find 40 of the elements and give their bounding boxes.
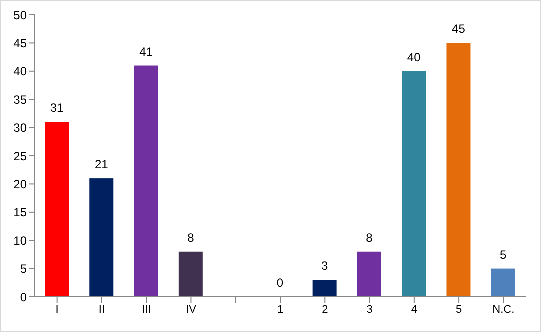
data-label: 45 [452, 22, 466, 36]
bar [402, 71, 426, 297]
x-tick-label: 2 [322, 304, 328, 316]
bar [90, 178, 114, 297]
y-tick-label: 15 [14, 206, 28, 220]
data-label: 8 [188, 230, 195, 245]
y-tick-label: 0 [20, 290, 28, 304]
y-tick-label: 50 [14, 8, 28, 22]
y-tick-label: 20 [14, 177, 28, 192]
bar [446, 43, 471, 297]
x-tick-label: 3 [366, 304, 373, 316]
x-tick-label: 4 [411, 304, 418, 316]
bar [491, 268, 516, 297]
y-tick-label: 5 [20, 262, 28, 276]
bar [134, 66, 158, 297]
data-label: 21 [94, 158, 109, 172]
x-tick-label: IV [186, 304, 198, 316]
x-tick-label: N.C. [492, 304, 515, 316]
y-tick-label: 10 [14, 234, 28, 248]
y-tick-label: 40 [14, 64, 28, 79]
bar [357, 252, 382, 297]
bar [178, 252, 203, 297]
y-tick-label: 45 [14, 36, 28, 50]
data-label: 3 [321, 259, 328, 274]
data-label: 5 [500, 248, 508, 262]
bar [45, 122, 69, 297]
bar [312, 280, 337, 297]
y-tick-label: 30 [14, 121, 28, 136]
data-label: 8 [366, 230, 374, 245]
data-label: 41 [140, 44, 154, 59]
x-tick-label: III [142, 304, 152, 316]
data-label: 31 [50, 101, 64, 116]
y-tick-label: 35 [14, 92, 28, 107]
x-tick-label: 1 [277, 304, 284, 316]
y-tick-label: 25 [14, 149, 28, 164]
x-tick-label: 5 [456, 304, 462, 316]
data-label: 40 [407, 50, 422, 64]
x-tick-label: I [56, 304, 59, 316]
x-tick-label: II [98, 304, 106, 316]
data-label: 0 [276, 276, 284, 290]
